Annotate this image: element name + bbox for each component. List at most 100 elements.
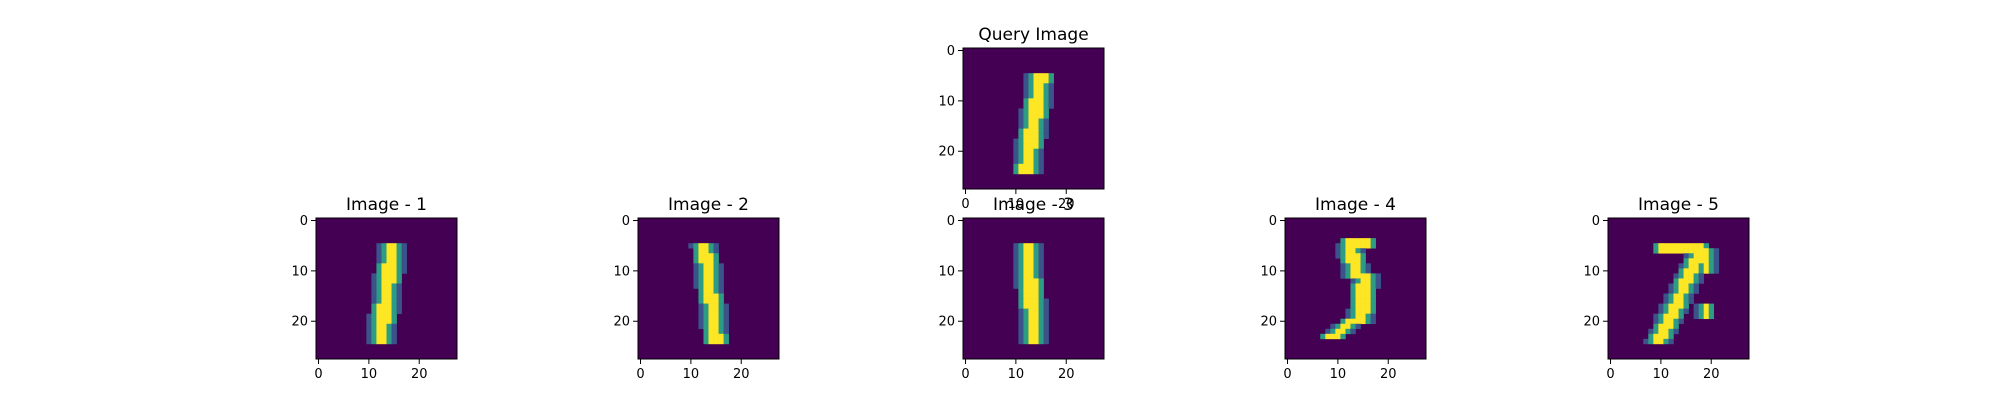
image-4-pixel — [1320, 333, 1326, 340]
image-1-pixel — [371, 333, 377, 340]
image-1-pixel — [386, 318, 392, 325]
image-3-pixel — [1028, 288, 1034, 294]
image-1-pixel — [386, 268, 392, 274]
image-5-pixel — [1693, 278, 1699, 284]
query-image-pixel — [1018, 153, 1024, 160]
image-3-pixel — [1018, 283, 1024, 289]
query-image-pixel — [1023, 83, 1029, 89]
image-4-pixel — [1350, 263, 1356, 269]
image-5-pixel — [1703, 313, 1710, 320]
image-4-pixel — [1340, 273, 1346, 279]
image-5-pixel — [1658, 323, 1664, 330]
query-image-pixel — [1038, 138, 1044, 144]
image-3-pixel — [1028, 243, 1034, 249]
image-2-pixel — [698, 263, 704, 269]
image-2-pixel — [708, 318, 714, 325]
query-image-x-tick-label: 0 — [961, 197, 969, 212]
query-image-pixel — [1028, 143, 1034, 150]
image-2-pixel — [703, 298, 709, 304]
image-3-pixel — [1033, 273, 1039, 279]
image-5-pixel — [1698, 243, 1704, 249]
query-image-pixel — [1033, 108, 1039, 114]
image-2-pixel — [703, 333, 709, 340]
image-1-pixel — [376, 253, 382, 259]
image-1-y-tick-label: 20 — [291, 315, 308, 330]
image-3-pixel — [1033, 268, 1039, 274]
query-image-pixel — [1028, 108, 1034, 114]
image-1-pixel — [396, 263, 402, 269]
image-5-pixel — [1653, 333, 1659, 340]
query-image-pixel — [1033, 163, 1039, 170]
image-1-pixel — [376, 333, 382, 340]
query-image-pixel — [1023, 88, 1029, 94]
query-image-pixel — [1028, 83, 1034, 89]
image-2-pixel — [713, 283, 719, 289]
query-image-pixel — [1033, 103, 1039, 109]
image-1-pixel — [391, 283, 397, 289]
image-5-pixel — [1678, 288, 1684, 294]
image-1-pixel — [371, 308, 377, 314]
image-5-pixel — [1698, 278, 1704, 284]
image-5-pixel — [1648, 338, 1654, 345]
image-2-pixel — [698, 258, 704, 264]
image-2-pixel — [703, 323, 709, 330]
image-1-pixel — [391, 308, 397, 314]
image-4-pixel — [1350, 293, 1356, 299]
query-image-pixel — [1043, 133, 1049, 139]
query-image-pixel — [1023, 73, 1029, 79]
image-4-pixel — [1345, 313, 1351, 320]
image-3-pixel — [1018, 338, 1024, 345]
query-image-pixel — [1043, 98, 1049, 104]
image-1-pixel — [381, 308, 387, 314]
image-4-panel: 0 10 20 0 10 20 Image - 4 — [1260, 195, 1427, 382]
image-4-pixel — [1355, 243, 1361, 249]
query-image-pixel — [1043, 78, 1049, 84]
image-3-pixel — [1023, 303, 1029, 309]
image-4-pixel — [1365, 278, 1371, 284]
image-4-pixel — [1365, 318, 1371, 325]
image-1-pixel — [391, 293, 397, 299]
image-5-pixel — [1703, 268, 1710, 274]
image-2-pixel — [718, 293, 724, 299]
image-2-pixel — [718, 323, 724, 330]
image-4-pixel — [1360, 263, 1366, 269]
image-1-pixel — [371, 328, 377, 335]
image-5-pixel — [1688, 273, 1694, 279]
image-4-pixel — [1355, 273, 1361, 279]
image-5-pixel — [1693, 253, 1699, 259]
image-5-pixel — [1658, 338, 1664, 345]
image-4-pixel — [1365, 293, 1371, 299]
image-4-pixel — [1360, 293, 1366, 299]
image-2-pixel — [693, 283, 699, 289]
image-1-pixel — [376, 243, 382, 249]
query-image-pixel — [1023, 138, 1029, 144]
query-image-pixel — [1033, 138, 1039, 144]
image-5-pixel — [1663, 333, 1669, 340]
image-3-pixel — [1023, 338, 1029, 345]
image-2-pixel — [718, 328, 724, 335]
image-1-pixel — [381, 313, 387, 320]
image-3-pixel — [1038, 293, 1044, 299]
image-2-pixel — [693, 248, 699, 254]
image-2-x-tick-label: 10 — [683, 367, 700, 382]
image-2-pixel — [713, 313, 719, 320]
image-2-pixel — [708, 328, 714, 335]
image-5-x-tick-label: 10 — [1653, 367, 1670, 382]
query-image-pixel — [1033, 88, 1039, 94]
image-3-pixel — [1023, 318, 1029, 325]
image-3-pixel — [1028, 273, 1034, 279]
image-4-pixel — [1345, 238, 1351, 244]
image-3-pixel — [1023, 298, 1029, 304]
image-5-pixel — [1673, 288, 1679, 294]
image-3-pixel — [1023, 253, 1029, 259]
image-5-pixel — [1693, 288, 1699, 294]
image-5-pixel — [1713, 258, 1720, 264]
image-2-pixel — [713, 268, 719, 274]
image-1-pixel — [391, 263, 397, 269]
image-3-pixel — [1018, 248, 1024, 254]
image-3-pixel — [1038, 338, 1044, 345]
image-1-pixel — [396, 293, 402, 299]
image-5-pixel — [1688, 298, 1694, 304]
image-4-pixel — [1360, 308, 1366, 314]
query-image-pixel — [1018, 123, 1024, 129]
